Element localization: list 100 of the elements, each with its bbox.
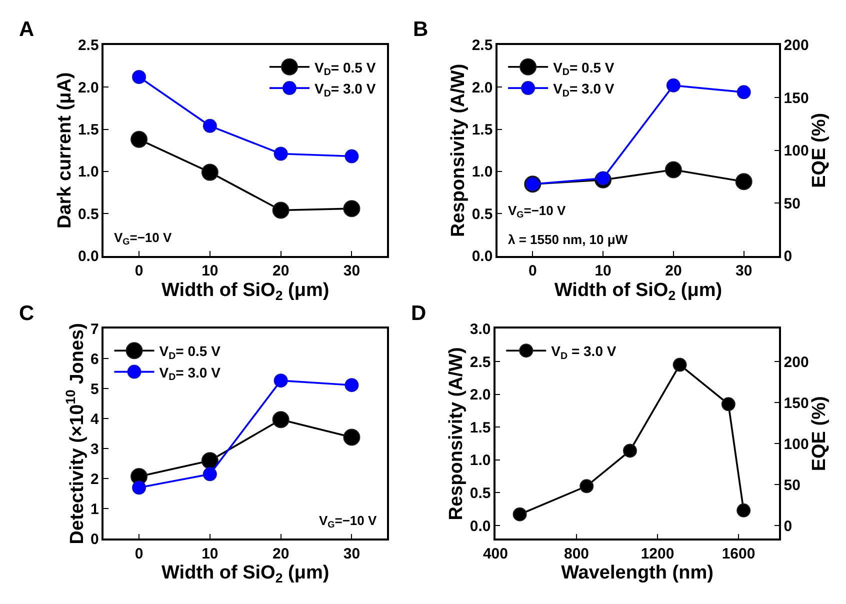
point [735, 173, 752, 190]
y-tick-label: 2.0 [472, 79, 493, 96]
y2-tick-label: 50 [784, 476, 800, 494]
y-axis-title: Dark current (μA) [54, 72, 76, 229]
x-tick-label: 800 [564, 545, 590, 562]
x-tick-label: 10 [594, 262, 612, 280]
y-axis-title: Responsivity (A/W) [448, 64, 470, 237]
x-tick-label: 1200 [640, 545, 674, 562]
point [201, 452, 218, 470]
x-tick-label: 30 [343, 545, 360, 562]
point [721, 397, 736, 412]
chart-title: A [19, 18, 34, 41]
legend-label: V$_{D}$= 3.0 V [314, 80, 376, 100]
point [274, 146, 288, 161]
chart-title: C [19, 302, 34, 325]
y-tick-label: 0.5 [472, 206, 493, 223]
y-tick-label: 2 [90, 470, 99, 488]
x-tick-label: 20 [665, 262, 682, 280]
y-tick-label: 2.5 [472, 37, 493, 54]
y-tick-label: 2.0 [78, 79, 99, 96]
x-axis-title: Width of SiO$_{2}$ (μm) [162, 280, 330, 303]
y2-tick-label: 0 [784, 248, 792, 266]
legend-label: V$_{D}$= 0.5 V [314, 59, 376, 78]
y2-tick-label: 150 [784, 90, 809, 107]
y-tick-label: 2.0 [470, 386, 491, 404]
annotation: λ = 1550 nm, 10 μW [508, 232, 628, 247]
y-tick-label: 1.0 [78, 164, 99, 181]
y-tick-label: 0.5 [78, 206, 99, 223]
y-tick-label: 2.5 [470, 354, 491, 371]
y-tick-label: 5 [90, 380, 99, 398]
point [664, 161, 682, 178]
chart-title: B [413, 18, 428, 41]
x-axis-title: Width of SiO$_{2}$ (μm) [554, 280, 722, 303]
x-tick-label: 30 [735, 262, 752, 280]
point [343, 428, 360, 446]
y2-tick-label: 100 [784, 142, 809, 160]
point [272, 202, 290, 219]
y-tick-label: 3.0 [470, 320, 491, 338]
y-tick-label: 7 [90, 320, 99, 338]
y-tick-label: 2.5 [78, 37, 99, 54]
y-tick-label: 1 [90, 500, 99, 518]
x-tick-label: 10 [202, 545, 218, 562]
point [596, 171, 610, 186]
legend-label: V$_{D}$ = 3.0 V [551, 343, 617, 362]
x-tick-label: 20 [272, 545, 290, 562]
x-tick-label: 0 [134, 262, 144, 280]
point [274, 374, 288, 388]
y2-tick-label: 200 [784, 37, 809, 54]
y2-tick-label: 50 [784, 195, 800, 212]
y-tick-label: 1.5 [470, 419, 491, 436]
point [201, 164, 218, 181]
y-tick-label: 1.0 [470, 452, 491, 470]
x-tick-label: 10 [202, 262, 218, 280]
point [132, 480, 146, 495]
y-tick-label: 3 [90, 440, 99, 458]
point [130, 130, 148, 148]
legend-label: V$_{D}$= 0.5 V [553, 59, 615, 78]
legend-label: V$_{D}$= 0.5 V [159, 343, 222, 362]
y-tick-label: 4 [90, 410, 100, 428]
y-tick-label: 6 [90, 350, 99, 368]
annotation: V$_{G}$=−10 V [319, 513, 378, 530]
x-axis-title: Width of SiO$_{2}$ (μm) [162, 562, 330, 586]
point [736, 85, 751, 100]
point [344, 149, 359, 164]
y-tick-label: 0.5 [470, 484, 491, 502]
y-tick-label: 1.5 [78, 122, 99, 139]
y-axis-title: Responsivity (A/W) [446, 347, 468, 520]
point [343, 200, 360, 218]
point [736, 503, 751, 518]
y2-tick-label: 200 [784, 354, 809, 371]
y2-tick-label: 150 [784, 394, 809, 412]
point [202, 467, 217, 482]
y2-axis-title: EQE (%) [808, 112, 830, 188]
x-tick-label: 30 [343, 262, 360, 280]
x-tick-label: 400 [482, 545, 508, 562]
y2-tick-label: 0 [784, 518, 792, 535]
annotation: V$_{G}$=−10 V [508, 203, 566, 220]
y-tick-label: 0 [90, 530, 99, 548]
y-tick-label: 0.0 [78, 248, 99, 266]
point [666, 78, 680, 92]
y2-tick-label: 100 [784, 436, 809, 453]
chart-title: D [411, 302, 426, 325]
y-tick-label: 1.0 [472, 164, 493, 181]
point [512, 507, 527, 522]
y-tick-label: 0.0 [470, 518, 491, 535]
annotation: V$_{G}$=−10 V [114, 230, 172, 247]
point [622, 444, 637, 458]
legend-label: V$_{D}$= 3.0 V [159, 364, 222, 384]
point [672, 358, 687, 372]
x-tick-label: 20 [272, 262, 290, 280]
y-tick-label: 1.5 [472, 122, 493, 139]
x-tick-label: 1600 [722, 545, 756, 562]
point [344, 378, 359, 392]
x-axis-title: Wavelength (nm) [561, 562, 714, 584]
legend-label: V$_{D}$= 3.0 V [553, 80, 615, 100]
x-tick-label: 0 [528, 262, 537, 280]
point [132, 70, 146, 84]
point [202, 118, 217, 133]
point [580, 479, 594, 494]
x-tick-label: 0 [134, 545, 144, 562]
